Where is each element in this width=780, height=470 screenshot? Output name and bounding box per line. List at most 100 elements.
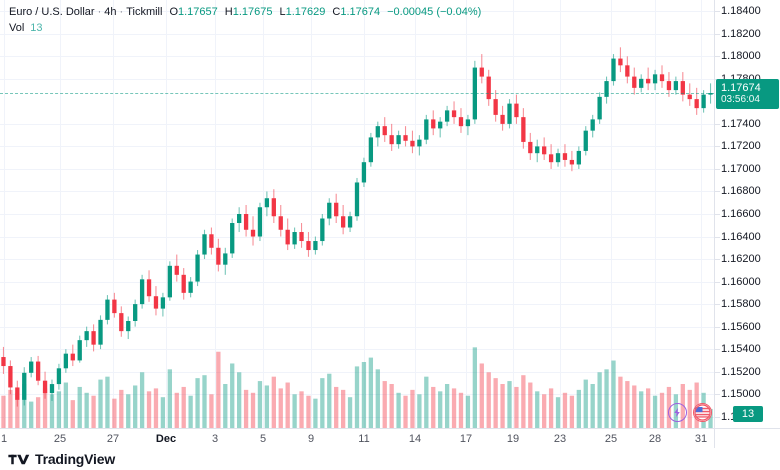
candle-body bbox=[403, 135, 408, 141]
price-axis-tick: 1.17200 bbox=[721, 140, 761, 153]
time-axis-tick: 19 bbox=[506, 433, 520, 445]
candle-body bbox=[514, 103, 519, 118]
volume-bar bbox=[285, 382, 290, 428]
candle-body bbox=[188, 281, 193, 293]
candle-body bbox=[375, 126, 380, 138]
volume-bar bbox=[604, 369, 609, 428]
volume-bar bbox=[195, 378, 200, 428]
volume-bar bbox=[410, 389, 415, 428]
volume-bar bbox=[625, 381, 630, 428]
time-axis-tick: 31 bbox=[694, 433, 708, 445]
us-flag-icon[interactable] bbox=[693, 403, 712, 422]
candle-body bbox=[625, 65, 630, 77]
tradingview-logo[interactable]: TradingView bbox=[8, 451, 115, 467]
price-axis-tick-mark bbox=[715, 372, 720, 373]
volume-bar bbox=[84, 392, 89, 428]
grid-line-horizontal bbox=[0, 259, 714, 260]
volume-bar bbox=[382, 381, 387, 428]
volume-bar bbox=[181, 386, 186, 428]
candle-body bbox=[70, 353, 75, 361]
volume-bar bbox=[119, 389, 124, 428]
volume-bar bbox=[126, 394, 131, 428]
candle-body bbox=[562, 153, 568, 160]
volume-bar bbox=[133, 385, 138, 428]
candle-body bbox=[569, 159, 575, 165]
candle-body bbox=[202, 234, 207, 255]
candle-body bbox=[285, 229, 290, 245]
volume-bar bbox=[320, 378, 325, 428]
volume-bar bbox=[1, 395, 6, 428]
volume-bar bbox=[292, 394, 297, 428]
candle-body bbox=[243, 214, 249, 230]
candle-body bbox=[646, 78, 651, 84]
grid-line-vertical bbox=[215, 0, 216, 428]
volume-bar bbox=[403, 395, 408, 428]
grid-line-horizontal bbox=[0, 79, 714, 80]
volume-bar bbox=[618, 376, 623, 428]
candle-body bbox=[666, 81, 672, 91]
volume-bar bbox=[223, 384, 228, 428]
price-axis-tick: 1.15400 bbox=[721, 343, 761, 356]
candle-body bbox=[465, 119, 471, 127]
volume-bar bbox=[632, 385, 637, 428]
candle-body bbox=[237, 214, 242, 224]
candle-body bbox=[223, 253, 228, 265]
candle-body bbox=[29, 361, 34, 373]
grid-line-vertical bbox=[263, 0, 264, 428]
volume-bar bbox=[306, 395, 311, 428]
volume-bar bbox=[451, 388, 457, 428]
candle-body bbox=[528, 141, 533, 154]
candle-body bbox=[382, 126, 387, 136]
time-axis-tick: 3 bbox=[211, 433, 219, 445]
volume-bar bbox=[313, 398, 318, 428]
price-axis-tick-mark bbox=[715, 124, 720, 125]
volume-bar bbox=[334, 386, 339, 428]
volume-bar bbox=[160, 397, 166, 428]
volume-value-badge[interactable]: 13 bbox=[733, 406, 763, 422]
time-axis-tick: 25 bbox=[53, 433, 67, 445]
price-axis-tick: 1.16800 bbox=[721, 185, 761, 198]
volume-bar bbox=[611, 360, 616, 428]
candle-body bbox=[133, 304, 138, 321]
time-axis-tick: 9 bbox=[307, 433, 315, 445]
candle-body bbox=[112, 299, 117, 314]
candle-body bbox=[146, 279, 152, 297]
volume-bar bbox=[237, 372, 242, 428]
current-price-badge[interactable]: 1.17674 03:56:04 bbox=[716, 79, 779, 110]
candle-body bbox=[368, 137, 374, 163]
chart-plot-area[interactable] bbox=[0, 0, 714, 428]
grid-line-vertical bbox=[364, 0, 365, 428]
volume-bar bbox=[167, 369, 172, 428]
volume-bar bbox=[327, 373, 332, 428]
time-axis[interactable]: 1 25 27 Dec 3 5 9 11 14 17 19 23 25 28 31 bbox=[0, 428, 714, 449]
chart-footer: TradingView bbox=[0, 448, 780, 470]
price-axis-tick-mark bbox=[715, 169, 720, 170]
candle-body bbox=[230, 223, 235, 254]
volume-bar bbox=[458, 392, 464, 428]
volume-bar bbox=[271, 376, 276, 428]
price-axis[interactable]: 1.18400 1.18200 1.18000 1.17800 1.17400 1.172… bbox=[714, 0, 780, 428]
candle-body bbox=[195, 254, 200, 282]
grid-line-horizontal bbox=[0, 417, 714, 418]
volume-bar bbox=[354, 366, 360, 428]
volume-bar bbox=[583, 379, 588, 428]
time-axis-tick: 28 bbox=[648, 433, 662, 445]
candle-body bbox=[458, 117, 464, 127]
candle-body bbox=[521, 117, 526, 142]
candle-body bbox=[694, 99, 699, 109]
candle-body bbox=[77, 340, 82, 361]
price-axis-tick-mark bbox=[715, 146, 720, 147]
volume-bar bbox=[209, 394, 214, 428]
price-axis-tick-mark bbox=[715, 237, 720, 238]
candle-body bbox=[479, 67, 484, 77]
candle-body bbox=[91, 331, 96, 345]
candle-body bbox=[701, 94, 706, 109]
candle-body bbox=[535, 146, 540, 154]
volume-bar bbox=[361, 362, 367, 428]
volume-bar bbox=[659, 392, 665, 428]
axis-corner bbox=[714, 428, 780, 449]
candle-body bbox=[153, 296, 159, 309]
volume-bar bbox=[112, 398, 117, 428]
lightning-bolt-icon[interactable] bbox=[668, 403, 687, 422]
